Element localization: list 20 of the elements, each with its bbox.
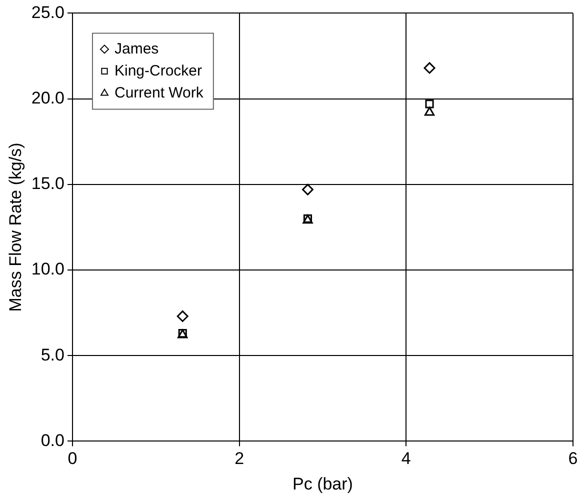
legend-label: James <box>114 40 159 58</box>
y-tick-label: 25.0 <box>31 2 64 22</box>
x-axis-title: Pc (bar) <box>292 474 353 494</box>
x-tick-label: 4 <box>401 449 411 468</box>
legend-label: Current Work <box>114 84 204 102</box>
point <box>424 106 435 116</box>
y-tick-label: 5.0 <box>40 345 64 364</box>
y-tick-label: 20.0 <box>31 88 64 108</box>
x-tick-label: 0 <box>68 449 78 468</box>
y-tick-label: 10.0 <box>31 260 64 279</box>
x-tick-label: 2 <box>234 449 244 468</box>
y-axis-title: Mass Flow Rate (kg/s) <box>6 142 25 312</box>
point <box>424 62 436 74</box>
y-tick-label: 0.0 <box>40 430 64 450</box>
x-tick-label: 6 <box>568 449 578 468</box>
y-tick-label: 15.0 <box>31 174 64 194</box>
point <box>425 100 434 108</box>
legend-label: King-Crocker <box>114 62 202 80</box>
point <box>302 184 314 196</box>
point <box>176 310 188 322</box>
